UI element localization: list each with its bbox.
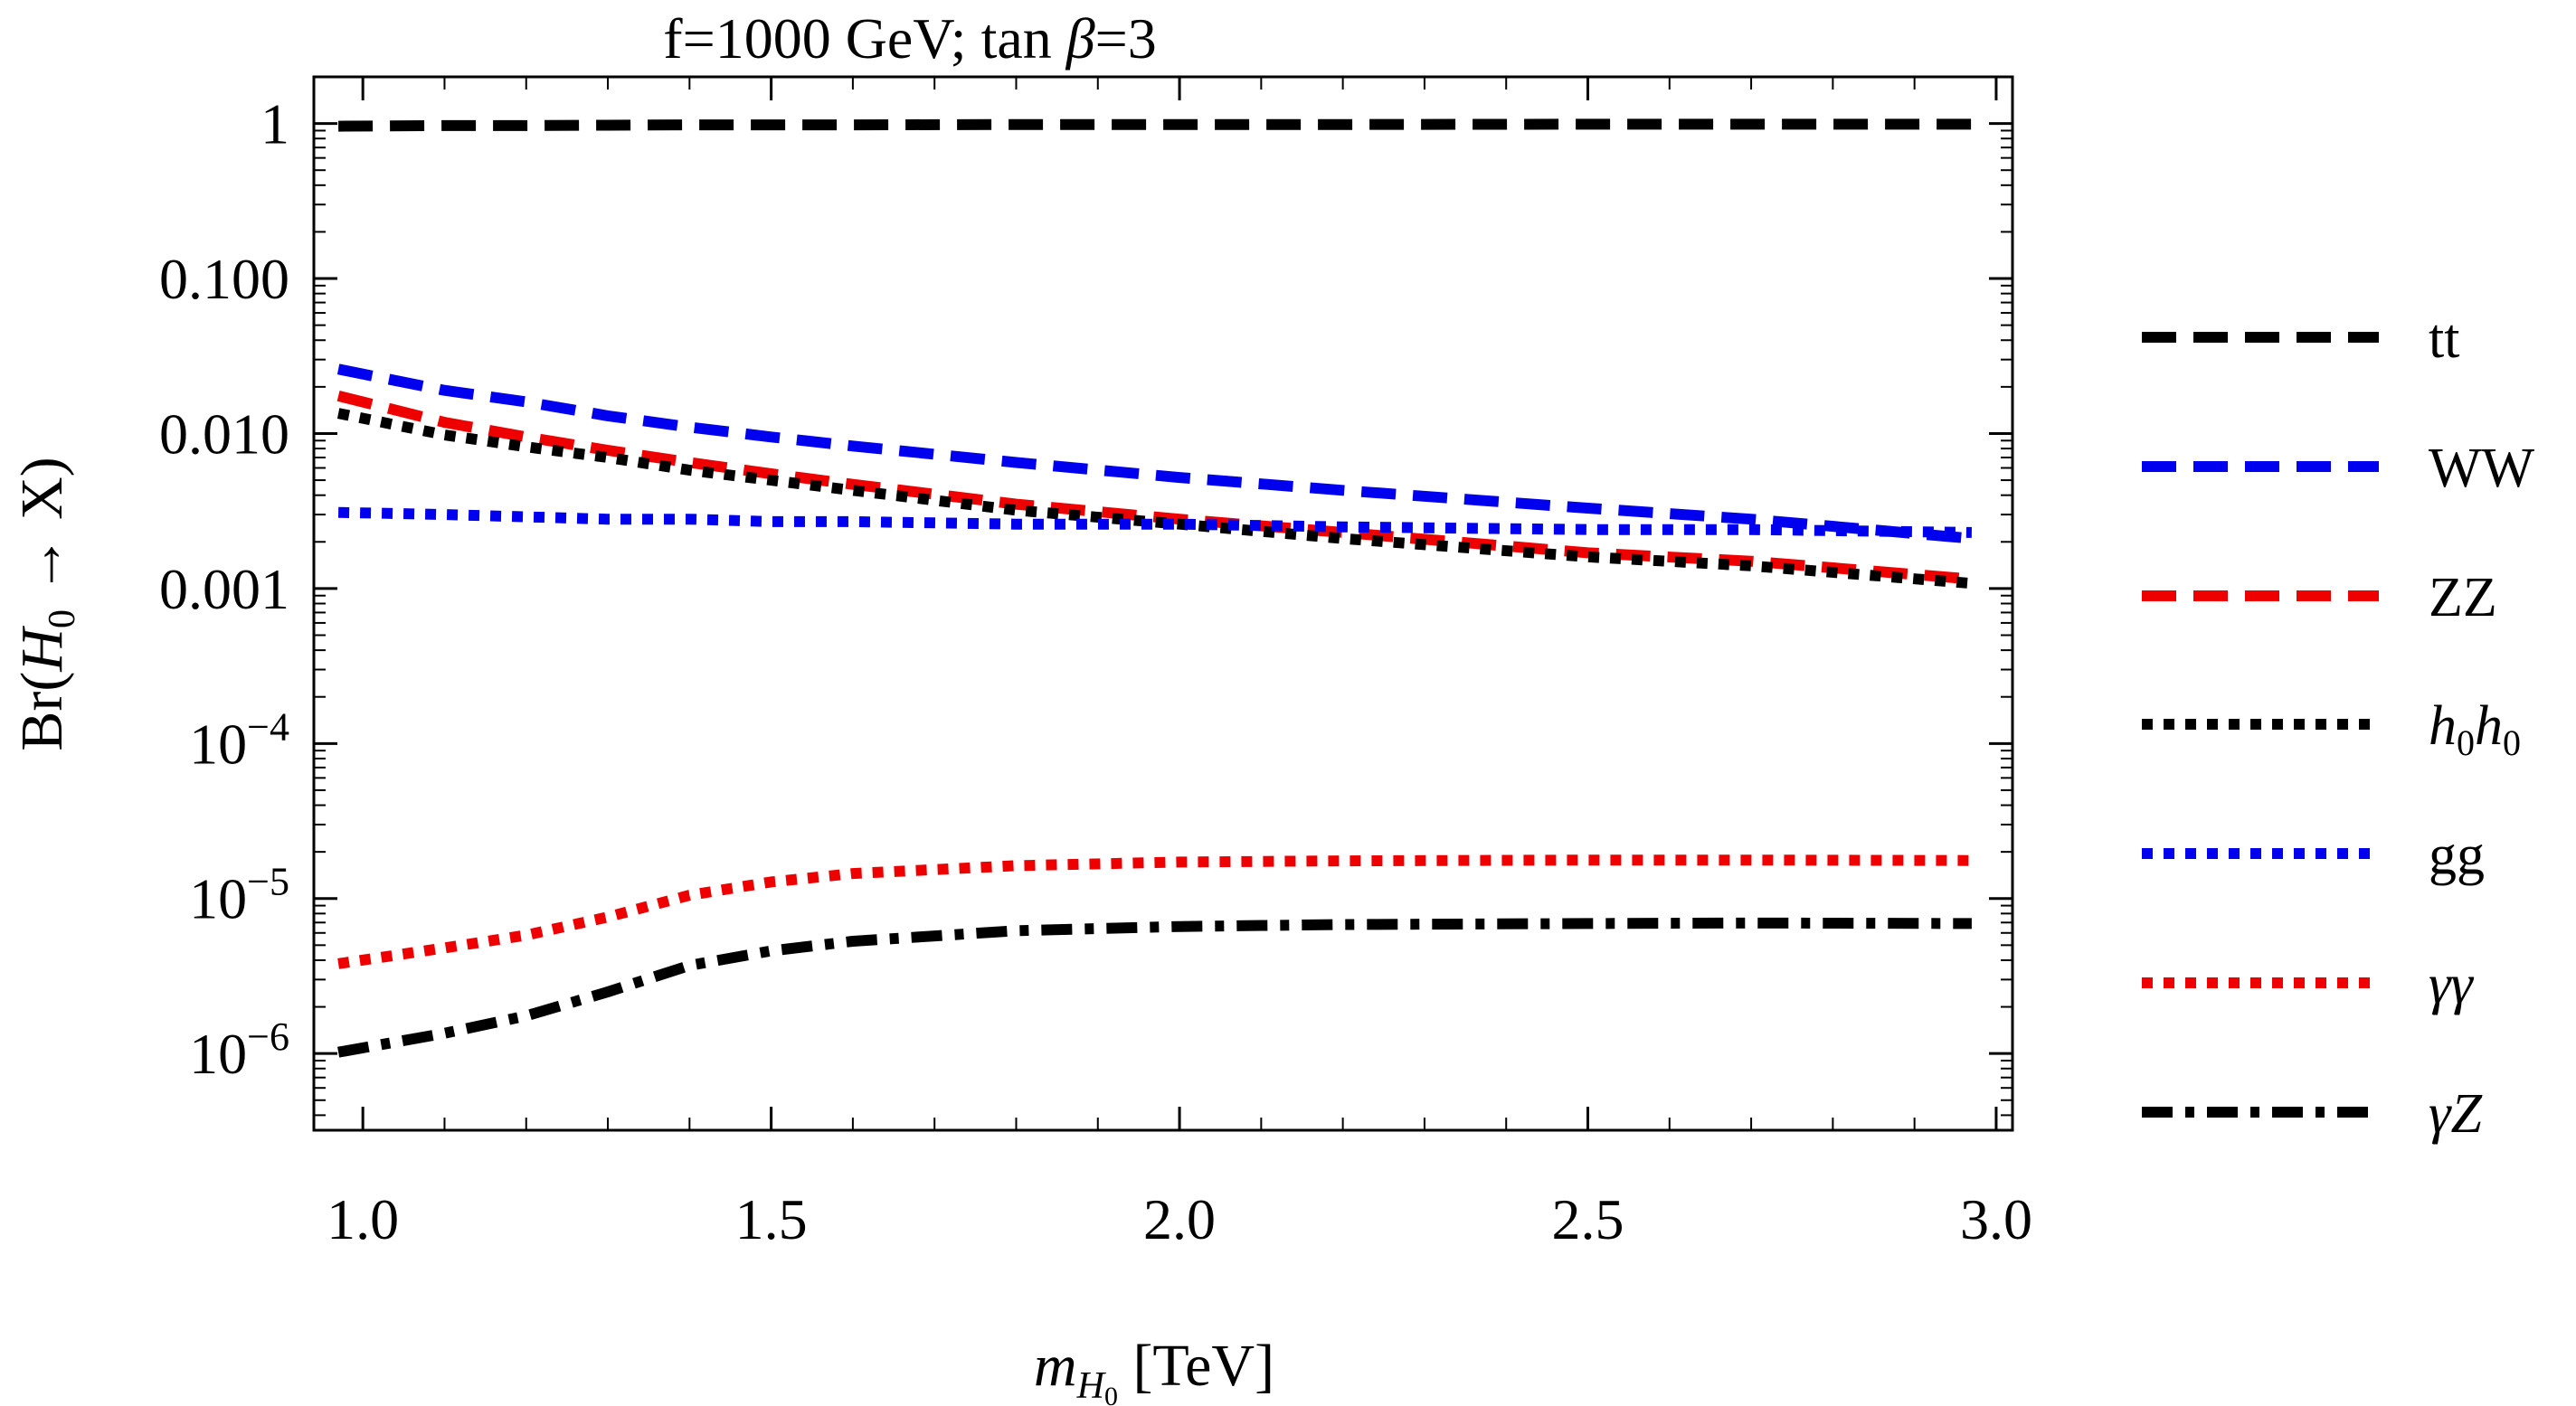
y-tick-label: 0.001 [159, 557, 289, 621]
y-tick-label-base: 10 [189, 712, 247, 776]
y-axis-label: Br(H0 → X) [9, 457, 83, 750]
minor-ticks [314, 76, 2012, 1130]
legend-label-gamma-z: γZ [2429, 1083, 2482, 1145]
legend: tt WW ZZ h0h0 gg γγ γZ [2142, 308, 2535, 1145]
series-zz [336, 390, 1973, 585]
y-tick-label: 10−6 [189, 1014, 289, 1086]
series-gammagamma [337, 854, 1972, 969]
x-axis: 1.0 1.5 2.0 2.5 3.0 [327, 77, 2032, 1251]
legend-label-h0h0: h0h0 [2429, 695, 2521, 763]
legend-label-zz: ZZ [2429, 567, 2497, 628]
y-tick-label-exp: −5 [247, 860, 289, 904]
y-tick-label: 0.100 [159, 247, 289, 311]
y-tick-label: 1 [260, 92, 289, 156]
chart-title: f=1000 GeV; tan β=3 [663, 6, 1156, 71]
x-tick-label: 2.0 [1143, 1187, 1216, 1251]
y-tick-label-base: 10 [189, 1022, 247, 1086]
legend-label-gg: gg [2429, 825, 2485, 886]
y-tick-label: 0.010 [159, 401, 289, 466]
series-layer [336, 118, 1973, 1058]
legend-label-ww: WW [2429, 438, 2535, 499]
series-tt [338, 118, 1972, 132]
y-tick-label-base: 0.001 [159, 557, 289, 621]
series-gammaz [337, 917, 1972, 1058]
legend-label-gamma-gamma: γγ [2429, 954, 2474, 1015]
y-tick-label-exp: −6 [247, 1014, 289, 1059]
x-axis-label: mH0 [TeV] [1034, 1333, 1274, 1406]
y-tick-label-base: 1 [260, 92, 289, 156]
y-tick-label-base: 10 [189, 867, 247, 931]
y-tick-label: 10−5 [189, 860, 289, 931]
y-tick-label-exp: −4 [247, 704, 289, 749]
series-ww [336, 363, 1973, 544]
x-tick-label: 1.5 [735, 1187, 808, 1251]
x-tick-label: 1.0 [327, 1187, 399, 1251]
x-tick-label: 2.5 [1552, 1187, 1624, 1251]
legend-label-tt: tt [2429, 308, 2459, 370]
x-tick-label: 3.0 [1960, 1187, 2032, 1251]
y-tick-label: 10−4 [189, 704, 289, 776]
y-tick-label-base: 0.100 [159, 247, 289, 311]
y-tick-label-base: 0.010 [159, 401, 289, 466]
